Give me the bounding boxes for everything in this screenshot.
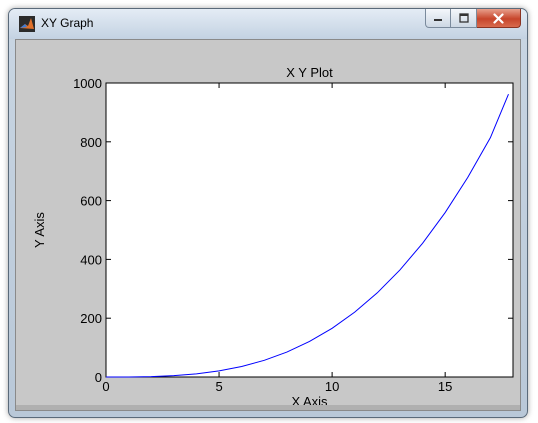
title-bar[interactable]: XY Graph <box>9 9 527 39</box>
window-title: XY Graph <box>41 16 94 30</box>
y-axis-label: Y Axis <box>32 212 47 248</box>
maximize-button[interactable] <box>451 9 477 28</box>
minimize-icon <box>434 19 442 21</box>
series-line <box>105 93 509 378</box>
window: XY Graph X Y Plot 0 5 10 15 0 2 <box>8 8 528 418</box>
y-tick-label: 800 <box>80 135 102 150</box>
y-tick-label: 600 <box>80 194 102 209</box>
x-tick-label: 5 <box>215 379 222 394</box>
plot-area <box>105 82 514 378</box>
close-button[interactable] <box>477 9 521 28</box>
x-tick-label: 15 <box>438 379 452 394</box>
chart-title: X Y Plot <box>286 65 333 80</box>
x-tick-label: 0 <box>102 379 109 394</box>
matlab-icon <box>19 16 35 32</box>
y-tick-label: 200 <box>80 311 102 326</box>
caption-buttons <box>425 9 521 29</box>
axes: 0 5 10 15 0 200 400 600 800 1000 <box>73 76 514 394</box>
x-tick-label: 10 <box>325 379 339 394</box>
y-tick-label: 400 <box>80 252 102 267</box>
y-tick-label: 0 <box>95 370 102 385</box>
minimize-button[interactable] <box>425 9 451 28</box>
x-axis-label: X Axis <box>291 394 328 409</box>
y-tick-label: 1000 <box>73 76 102 91</box>
figure-area: X Y Plot 0 5 10 15 0 200 400 600 800 1000 X Axis … <box>15 39 521 411</box>
maximize-icon <box>458 13 469 23</box>
close-icon <box>493 12 504 24</box>
